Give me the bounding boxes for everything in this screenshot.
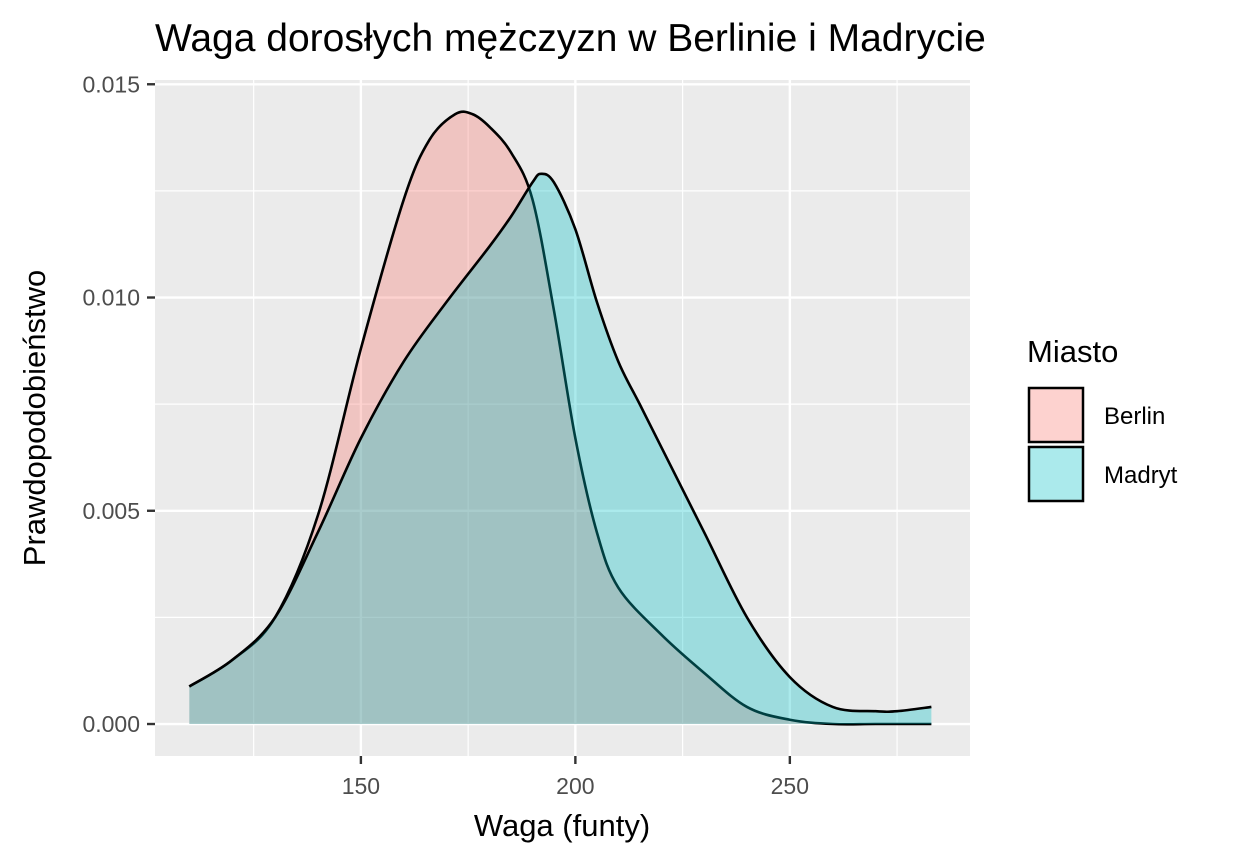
y-tick-label: 0.015 (82, 71, 140, 97)
legend-item-berlin: Berlin (1027, 386, 1165, 444)
density-areas (188, 110, 932, 726)
legend-item-madryt: Madryt (1027, 445, 1178, 503)
legend-label-madryt: Madryt (1104, 462, 1178, 489)
plot-panel (155, 80, 970, 756)
x-axis-title: Waga (funty) (474, 808, 650, 843)
x-tick-label: 150 (342, 773, 380, 799)
y-tick-label: 0.005 (82, 498, 140, 524)
x-axis: 150 200 250 (342, 756, 809, 799)
y-tick-label: 0.000 (82, 711, 140, 737)
y-axis-title: Prawdopodobieństwo (17, 270, 52, 566)
legend-label-berlin: Berlin (1104, 403, 1165, 430)
legend: Miasto Berlin Madryt (1027, 334, 1178, 503)
density-area-madryt (189, 173, 932, 725)
legend-key-berlin (1029, 388, 1083, 442)
density-line-madryt (188, 172, 932, 714)
legend-swatch-madryt (1027, 445, 1085, 503)
y-tick-label: 0.010 (82, 285, 140, 311)
x-tick-label: 250 (771, 773, 809, 799)
minor-gridlines (155, 80, 970, 756)
chart-title: Waga dorosłych mężczyzn w Berlinie i Mad… (155, 17, 986, 60)
y-axis: 0.000 0.005 0.010 0.015 (82, 71, 155, 737)
legend-title: Miasto (1027, 334, 1118, 369)
legend-key-madryt (1029, 447, 1083, 501)
x-tick-label: 200 (556, 773, 594, 799)
legend-swatch-berlin (1027, 386, 1085, 444)
density-area-berlin (189, 111, 932, 725)
